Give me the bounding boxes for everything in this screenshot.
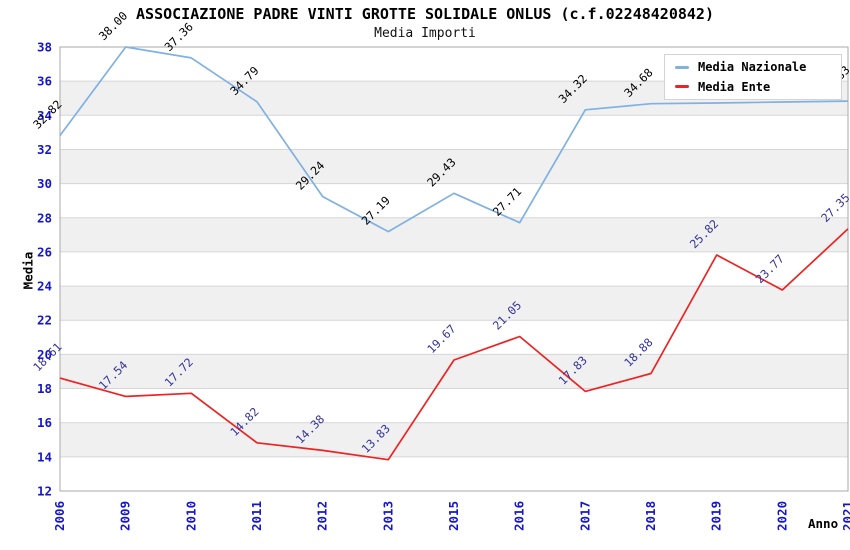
y-tick-label: 38 <box>37 40 52 55</box>
y-tick-label: 14 <box>37 449 52 464</box>
series-line-media-nazionale <box>59 46 849 233</box>
y-tick-label: 34 <box>37 108 52 123</box>
x-tick-label: 2015 <box>446 501 461 531</box>
y-tick-label: 32 <box>37 142 52 157</box>
nazionale-line-swatch-icon <box>675 65 689 69</box>
x-tick-label: 2016 <box>512 501 527 531</box>
x-axis-title: Anno <box>808 516 839 531</box>
plot-band <box>60 251 848 287</box>
plot-band <box>60 320 848 355</box>
y-tick-label: 12 <box>37 484 52 499</box>
x-tick-label: 2021 <box>840 501 850 531</box>
plot-band <box>60 115 848 150</box>
data-label: 38.00 <box>96 9 130 43</box>
x-tick-label: 2017 <box>577 501 592 531</box>
y-tick-label: 26 <box>37 244 52 259</box>
x-tick-label: 2009 <box>118 501 133 531</box>
series-line-media-ente <box>59 228 849 461</box>
y-tick-label: 20 <box>37 347 52 362</box>
y-tick-label: 18 <box>37 381 52 396</box>
data-label: 32.82 <box>30 97 64 131</box>
legend-label: Media Nazionale <box>698 60 807 75</box>
data-label: 18.61 <box>30 340 64 374</box>
y-tick-label: 16 <box>37 415 52 430</box>
x-tick-label: 2010 <box>183 501 198 531</box>
y-tick-label: 22 <box>37 313 52 328</box>
legend-label: Media Ente <box>698 79 771 94</box>
x-tick-label: 2018 <box>643 501 658 531</box>
plot-band <box>60 149 848 184</box>
x-tick-label: 2019 <box>709 501 724 531</box>
y-tick-label: 30 <box>37 176 52 191</box>
plot-band <box>60 183 848 218</box>
plot-border <box>59 46 849 492</box>
plot-band <box>60 456 848 491</box>
legend: Media Nazionale Media Ente <box>664 54 842 100</box>
x-tick-label: 2006 <box>52 501 67 531</box>
y-tick-label: 24 <box>37 279 52 294</box>
chart-title: ASSOCIAZIONE PADRE VINTI GROTTE SOLIDALE… <box>136 5 714 23</box>
plot-band <box>60 422 848 457</box>
plot-band <box>60 286 848 321</box>
x-tick-label: 2020 <box>774 501 789 531</box>
y-axis-title: Media <box>20 251 36 290</box>
chart-subtitle: Media Importi <box>374 26 476 41</box>
y-tick-label: 36 <box>37 74 52 89</box>
legend-item-media-nazionale: Media Nazionale <box>675 60 841 74</box>
y-tick-label: 28 <box>37 210 52 225</box>
x-tick-label: 2013 <box>380 501 395 531</box>
x-tick-label: 2011 <box>249 501 264 531</box>
plot-band <box>60 217 848 252</box>
ente-line-swatch-icon <box>675 85 689 89</box>
legend-item-media-ente: Media Ente <box>675 80 841 94</box>
x-tick-label: 2012 <box>315 501 330 531</box>
